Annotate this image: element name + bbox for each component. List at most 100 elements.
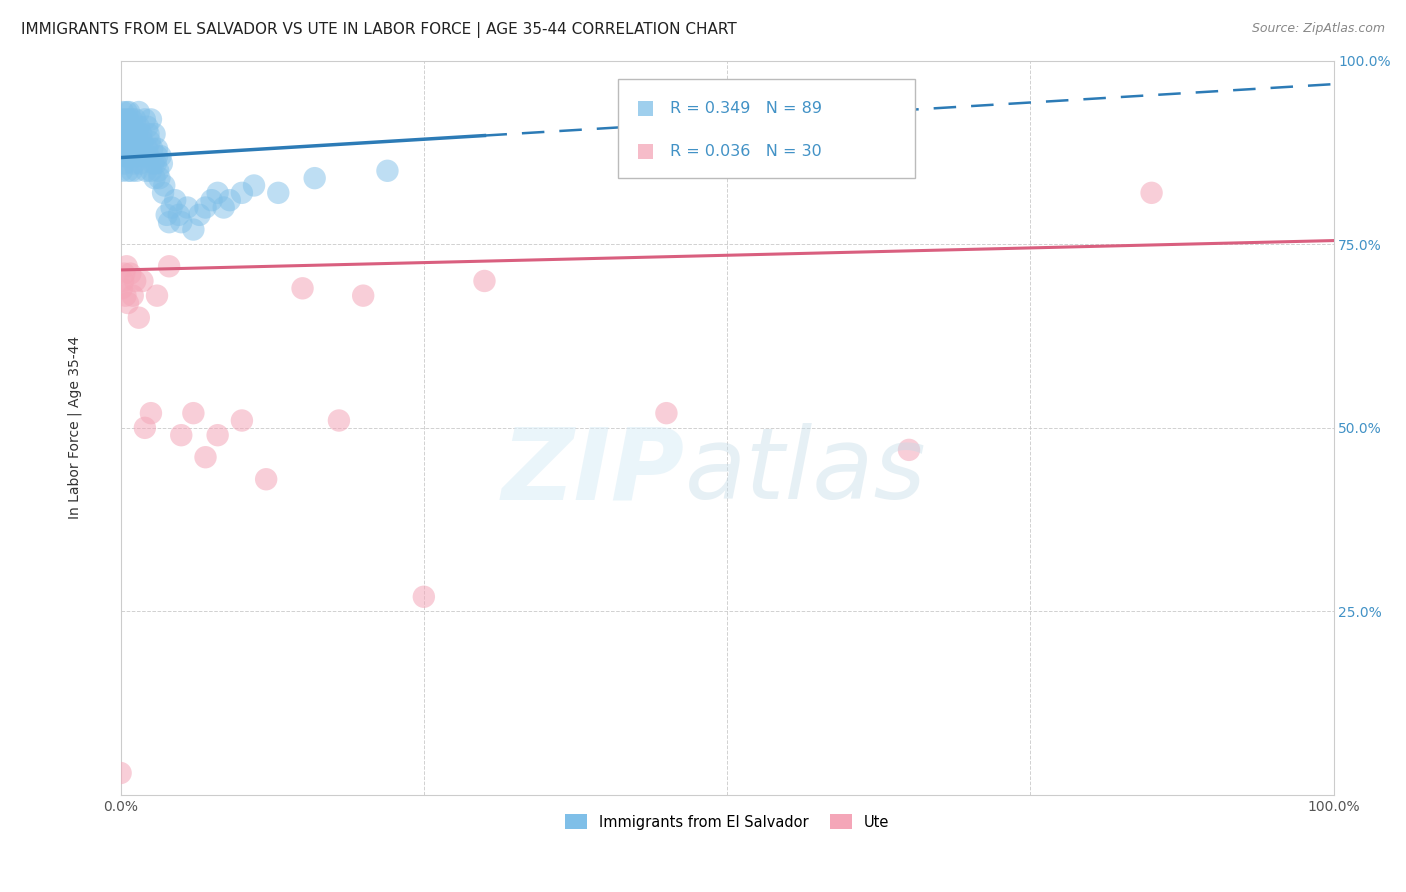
- Point: [328, 413, 350, 427]
- Point: [138, 135, 160, 149]
- Point: [254, 472, 277, 486]
- Point: [114, 288, 136, 302]
- Point: [115, 105, 138, 120]
- Point: [128, 120, 150, 134]
- Point: [129, 142, 152, 156]
- Point: [131, 135, 153, 149]
- Point: [118, 120, 141, 134]
- Text: Source: ZipAtlas.com: Source: ZipAtlas.com: [1251, 22, 1385, 36]
- Point: [117, 112, 139, 127]
- Point: [115, 142, 138, 156]
- Point: [117, 127, 139, 141]
- Point: [121, 163, 143, 178]
- Point: [141, 142, 163, 156]
- Point: [148, 171, 170, 186]
- Point: [188, 208, 211, 222]
- Point: [143, 127, 166, 141]
- Point: [112, 120, 135, 134]
- Point: [134, 112, 156, 127]
- Point: [120, 267, 142, 281]
- Point: [304, 171, 326, 186]
- Point: [122, 156, 145, 170]
- Point: [120, 135, 142, 149]
- Point: [118, 142, 141, 156]
- Point: [125, 163, 148, 178]
- Point: [231, 186, 253, 200]
- Point: [139, 163, 162, 178]
- Point: [157, 215, 180, 229]
- FancyBboxPatch shape: [617, 79, 915, 178]
- Point: [145, 156, 167, 170]
- Point: [132, 149, 155, 163]
- Point: [131, 274, 153, 288]
- Point: [121, 135, 143, 149]
- Point: [149, 149, 172, 163]
- Point: [153, 178, 176, 193]
- Point: [115, 260, 138, 274]
- Point: [1140, 186, 1163, 200]
- Point: [152, 186, 174, 200]
- Point: [170, 428, 193, 442]
- Point: [207, 428, 229, 442]
- Point: [143, 171, 166, 186]
- Text: IMMIGRANTS FROM EL SALVADOR VS UTE IN LABOR FORCE | AGE 35-44 CORRELATION CHART: IMMIGRANTS FROM EL SALVADOR VS UTE IN LA…: [21, 22, 737, 38]
- Point: [218, 193, 240, 207]
- Point: [114, 149, 136, 163]
- Point: [114, 127, 136, 141]
- Point: [352, 288, 374, 302]
- Point: [243, 178, 266, 193]
- Text: R = 0.036   N = 30: R = 0.036 N = 30: [671, 144, 821, 159]
- Point: [112, 156, 135, 170]
- Point: [634, 145, 657, 159]
- Text: atlas: atlas: [685, 424, 927, 520]
- Point: [129, 156, 152, 170]
- Y-axis label: In Labor Force | Age 35-44: In Labor Force | Age 35-44: [67, 336, 82, 519]
- Point: [194, 201, 217, 215]
- Legend: Immigrants from El Salvador, Ute: Immigrants from El Salvador, Ute: [560, 808, 894, 836]
- Point: [183, 222, 205, 236]
- Point: [167, 208, 190, 222]
- Point: [111, 281, 134, 295]
- Point: [412, 590, 434, 604]
- Point: [112, 274, 135, 288]
- Point: [112, 142, 135, 156]
- Point: [474, 274, 496, 288]
- Point: [200, 193, 222, 207]
- Point: [110, 142, 132, 156]
- Point: [121, 288, 143, 302]
- Point: [135, 163, 157, 178]
- Point: [121, 142, 143, 156]
- Point: [898, 442, 921, 457]
- Point: [160, 201, 183, 215]
- Point: [125, 127, 148, 141]
- Point: [291, 281, 314, 295]
- Point: [194, 450, 217, 465]
- Point: [170, 215, 193, 229]
- Point: [115, 135, 138, 149]
- Point: [634, 101, 657, 115]
- Point: [127, 135, 149, 149]
- Point: [111, 112, 134, 127]
- Point: [156, 208, 179, 222]
- Point: [267, 186, 290, 200]
- Point: [112, 149, 135, 163]
- Point: [150, 156, 173, 170]
- Point: [134, 421, 156, 435]
- Point: [207, 186, 229, 200]
- Point: [138, 149, 160, 163]
- Point: [138, 127, 160, 141]
- Text: ZIP: ZIP: [502, 424, 685, 520]
- Point: [115, 120, 138, 134]
- Point: [121, 120, 143, 134]
- Point: [231, 413, 253, 427]
- Point: [112, 127, 135, 141]
- Point: [112, 105, 135, 120]
- Point: [121, 149, 143, 163]
- Point: [176, 201, 198, 215]
- Point: [157, 260, 180, 274]
- Point: [120, 127, 142, 141]
- Point: [121, 112, 143, 127]
- Point: [120, 149, 142, 163]
- Point: [124, 112, 146, 127]
- Point: [212, 201, 235, 215]
